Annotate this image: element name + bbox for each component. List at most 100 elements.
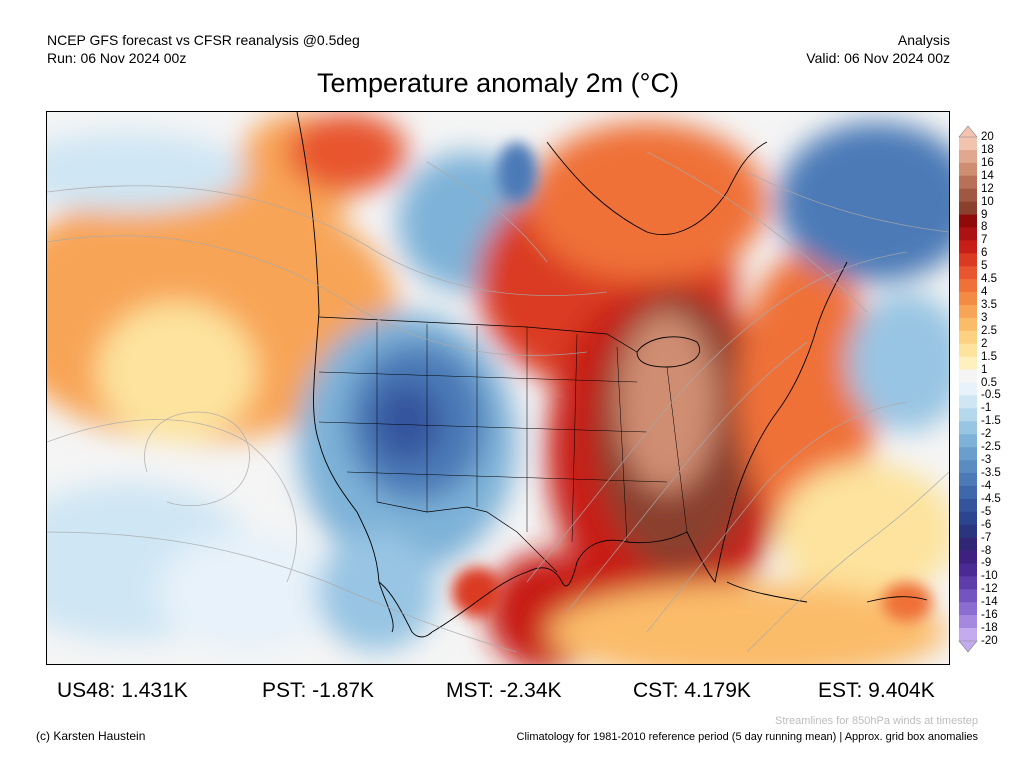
colorbar-label: 16 [981,156,994,169]
header-right: Analysis Valid: 06 Nov 2024 00z [806,31,950,67]
colorbar-swatch [959,434,977,448]
anomaly-detail [452,142,932,622]
colorbar-swatch [959,576,977,590]
anomaly-map-canvas [47,112,949,664]
run-time: Run: 06 Nov 2024 00z [47,50,187,66]
colorbar-label: -7 [981,531,992,544]
colorbar-label: -12 [981,583,998,596]
colorbar-swatch [959,485,977,500]
stat-pst: PST: -1.87K [262,679,375,702]
colorbar-label: 10 [981,195,994,208]
colorbar-swatch [959,473,977,487]
hispaniola [866,596,928,603]
colorbar-label: -16 [981,609,998,622]
colorbar-label: 4.5 [981,273,997,286]
colorbar-label: 0.5 [981,376,997,389]
header-left: NCEP GFS forecast vs CFSR reanalysis @0.… [47,31,360,67]
colorbar-label: -4.5 [981,492,1001,505]
colorbar-swatch [959,175,977,189]
colorbar-swatch [959,628,977,642]
colorbar-label: 7 [981,234,988,247]
stat-cst: CST: 4.179K [633,679,751,702]
colorbar-swatch [959,305,977,319]
colorbar-label: 1.5 [981,350,997,363]
colorbar-swatch [959,550,977,564]
colorbar-swatch [959,395,977,409]
colorbar-label: 18 [981,143,994,156]
colorbar-swatch [959,227,977,241]
colorbar-label: -5 [981,505,992,518]
colorbar-label: 4 [981,286,988,299]
colorbar-swatch [959,214,977,228]
gulf-atlantic-coast [431,261,848,633]
colorbar-swatch [959,343,977,357]
colorbar-label: 2.5 [981,324,997,337]
colorbar-swatch [959,240,977,254]
colorbar-label: -2 [981,428,992,441]
colorbar-swatch [959,253,977,267]
colorbar-swatch [959,589,977,603]
streamlines [47,151,949,653]
colorbar-label: 14 [981,169,994,182]
state-lines-east [571,333,688,543]
colorbar-swatch [959,369,977,383]
colorbar-label: -18 [981,622,998,635]
colorbar-swatch [959,317,977,332]
colorbar-label: -14 [981,596,998,609]
colorbar-label: -1.5 [981,415,1001,428]
colorbar-label: -9 [981,557,992,570]
colorbar-label: 5 [981,260,988,273]
colorbar-label: -8 [981,544,992,557]
colorbar-swatch [959,408,977,422]
colorbar-label: 20 [981,131,994,143]
colorbar-label: 3.5 [981,299,997,311]
colorbar-label: -0.5 [981,389,1001,402]
colorbar-label: 8 [981,221,988,234]
coastlines [296,112,928,638]
colorbar-label: -2.5 [981,441,1001,454]
colorbar-swatch [959,188,977,202]
streamline-note: Streamlines for 850hPa winds at timestep [775,715,978,727]
model-description: NCEP GFS forecast vs CFSR reanalysis @0.… [47,32,360,48]
colorbar-swatch [959,524,977,538]
colorbar-label: 2 [981,337,988,350]
baja-coast [378,581,433,638]
colorbar-label: -3.5 [981,467,1001,479]
colorbar-label: -4 [981,479,992,492]
colorbar-top-arrow [958,125,978,138]
stat-us48: US48: 1.431K [57,679,188,702]
colorbar-swatch [959,137,977,151]
valid-time: Valid: 06 Nov 2024 00z [806,50,950,66]
regional-stats: US48: 1.431K PST: -1.87K MST: -2.34K CST… [0,679,1024,707]
colorbar-label: -20 [981,635,998,647]
state-lines-horizontal [318,371,668,483]
colorbar-bottom-arrow [958,640,978,653]
anomaly-map [46,111,950,665]
colorbar-swatch [959,292,977,306]
pacific-coast [296,112,394,633]
colorbar-swatch [959,563,977,577]
colorbar-label: -1 [981,402,992,415]
colorbar-swatch [959,511,977,525]
colorbar-swatch [959,330,977,345]
colorbar-swatch [959,498,977,513]
colorbar-swatch [959,162,977,177]
colorbar-swatches [959,137,977,642]
colorbar-swatch [959,537,977,551]
analysis-label: Analysis [897,32,950,48]
colorbar-label: 12 [981,182,994,195]
colorbar-swatch [959,447,977,461]
colorbar-label: 1 [981,363,988,376]
colorbar-label: 6 [981,247,988,260]
colorbar-swatch [959,201,977,215]
colorbar-label: -6 [981,518,992,531]
stat-mst: MST: -2.34K [446,679,562,702]
colorbar-label: 9 [981,208,988,221]
colorbar-label: -10 [981,570,998,583]
great-lakes [636,336,700,368]
colorbar-label: 3 [981,311,988,324]
colorbar-swatch [959,356,977,370]
colorbar-label: -3 [981,454,992,467]
colorbar-swatch [959,279,977,293]
map-title: Temperature anomaly 2m (°C) [317,68,679,98]
